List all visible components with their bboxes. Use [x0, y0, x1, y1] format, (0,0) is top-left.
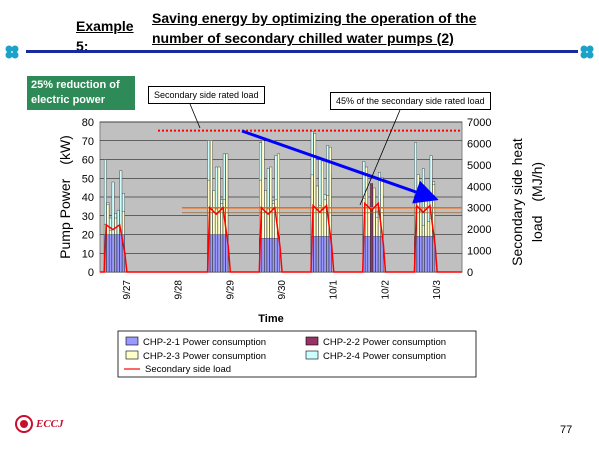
legend-swatch [305, 336, 319, 346]
bar-1 [315, 236, 319, 273]
bar-1 [222, 234, 226, 273]
y2-tick-label: 7000 [467, 117, 491, 129]
bar-1 [365, 236, 368, 273]
eccj-logo-text: ECCJ [36, 418, 64, 430]
bar-1 [421, 236, 425, 273]
secondary-load-line [100, 201, 462, 273]
bar-1 [372, 236, 376, 273]
rated-load-callout: Secondary side rated load [148, 86, 265, 104]
bar-1 [323, 236, 327, 273]
clover-ornament-icon [580, 45, 594, 59]
bar-1 [416, 236, 420, 273]
bar-1 [209, 234, 213, 273]
bar-1 [220, 234, 224, 273]
legend-swatch [125, 350, 139, 360]
reduction-badge: 25% reduction of electric power [27, 76, 135, 110]
y-tick-label: 0 [88, 267, 94, 279]
y2-tick-label: 0 [467, 267, 473, 279]
bar-1 [119, 234, 123, 273]
bar-1 [378, 236, 381, 273]
y-tick-label: 10 [82, 248, 94, 260]
bar-1 [429, 236, 433, 273]
bar-1 [217, 234, 221, 273]
y-tick-label: 50 [82, 173, 94, 185]
bar-1 [109, 234, 112, 273]
y2-tick-label: 6000 [467, 138, 491, 150]
bar-1 [313, 236, 317, 273]
bar-1 [274, 238, 278, 273]
clover-ornament-icon [5, 45, 19, 59]
eccj-logo-icon [15, 415, 33, 433]
y-tick-label: 60 [82, 155, 94, 167]
bar-1 [424, 236, 428, 273]
x-tick-label: 9/30 [277, 280, 288, 300]
x-tick-label: 10/1 [329, 280, 340, 300]
legend-label: CHP-2-2 Power consumption [323, 337, 446, 348]
bar-1 [106, 234, 110, 273]
bar-1 [321, 236, 324, 273]
title-line-1: Saving energy by optimizing the operatio… [152, 10, 477, 26]
bar-1 [116, 234, 120, 273]
bar-1 [318, 236, 322, 273]
legend-label: Secondary side load [145, 364, 231, 375]
x-axis-title: Time [258, 313, 283, 325]
x-tick-label: 9/27 [122, 280, 133, 300]
legend-label: CHP-2-3 Power consumption [143, 351, 266, 362]
legend-label: CHP-2-4 Power consumption [323, 351, 446, 362]
y-tick-label: 30 [82, 211, 94, 223]
y2-tick-label: 2000 [467, 224, 491, 236]
bar-1 [264, 238, 267, 273]
x-tick-label: 9/28 [174, 280, 185, 300]
y-axis-title: Pump Power (kW) [57, 135, 73, 259]
bar-1 [111, 234, 115, 273]
bar-1 [272, 238, 275, 273]
bar-1 [269, 238, 273, 273]
callout-pointer [359, 109, 401, 206]
y2-axis-title-line-2: load (MJ/h) [529, 162, 545, 242]
bar-1 [375, 236, 379, 273]
title-line-2: number of secondary chilled water pumps … [152, 30, 454, 46]
bar-1 [419, 236, 423, 273]
legend-label: CHP-2-1 Power consumption [143, 337, 266, 348]
load-45pct-callout: 45% of the secondary side rated load [330, 92, 491, 110]
reduction-arrow [241, 129, 439, 204]
legend-swatch [125, 336, 139, 346]
title-underline-bar [26, 50, 578, 53]
bar-1 [367, 236, 371, 273]
bar-1 [266, 238, 270, 273]
bar-1 [326, 236, 330, 273]
y2-tick-label: 5000 [467, 160, 491, 172]
y2-tick-label: 4000 [467, 181, 491, 193]
y2-axis-title-line-1: Secondary side heat [509, 138, 525, 266]
legend-box [117, 330, 477, 378]
page-number: 77 [560, 424, 573, 436]
y-tick-label: 20 [82, 230, 94, 242]
x-tick-label: 10/3 [432, 280, 443, 300]
bar-2 [370, 183, 373, 273]
y2-tick-label: 3000 [467, 203, 491, 215]
y2-tick-label: 1000 [467, 246, 491, 258]
bar-1 [261, 238, 265, 273]
y-tick-label: 40 [82, 192, 94, 204]
bar-1 [114, 234, 118, 273]
y-tick-label: 70 [82, 136, 94, 148]
legend-swatch [305, 350, 319, 360]
bar-1 [215, 234, 218, 273]
x-tick-label: 10/2 [380, 280, 391, 300]
bar-1 [212, 234, 216, 273]
callout-pointer [189, 103, 201, 129]
bar-1 [427, 236, 430, 273]
x-tick-label: 9/29 [225, 280, 236, 300]
y-tick-label: 80 [82, 117, 94, 129]
